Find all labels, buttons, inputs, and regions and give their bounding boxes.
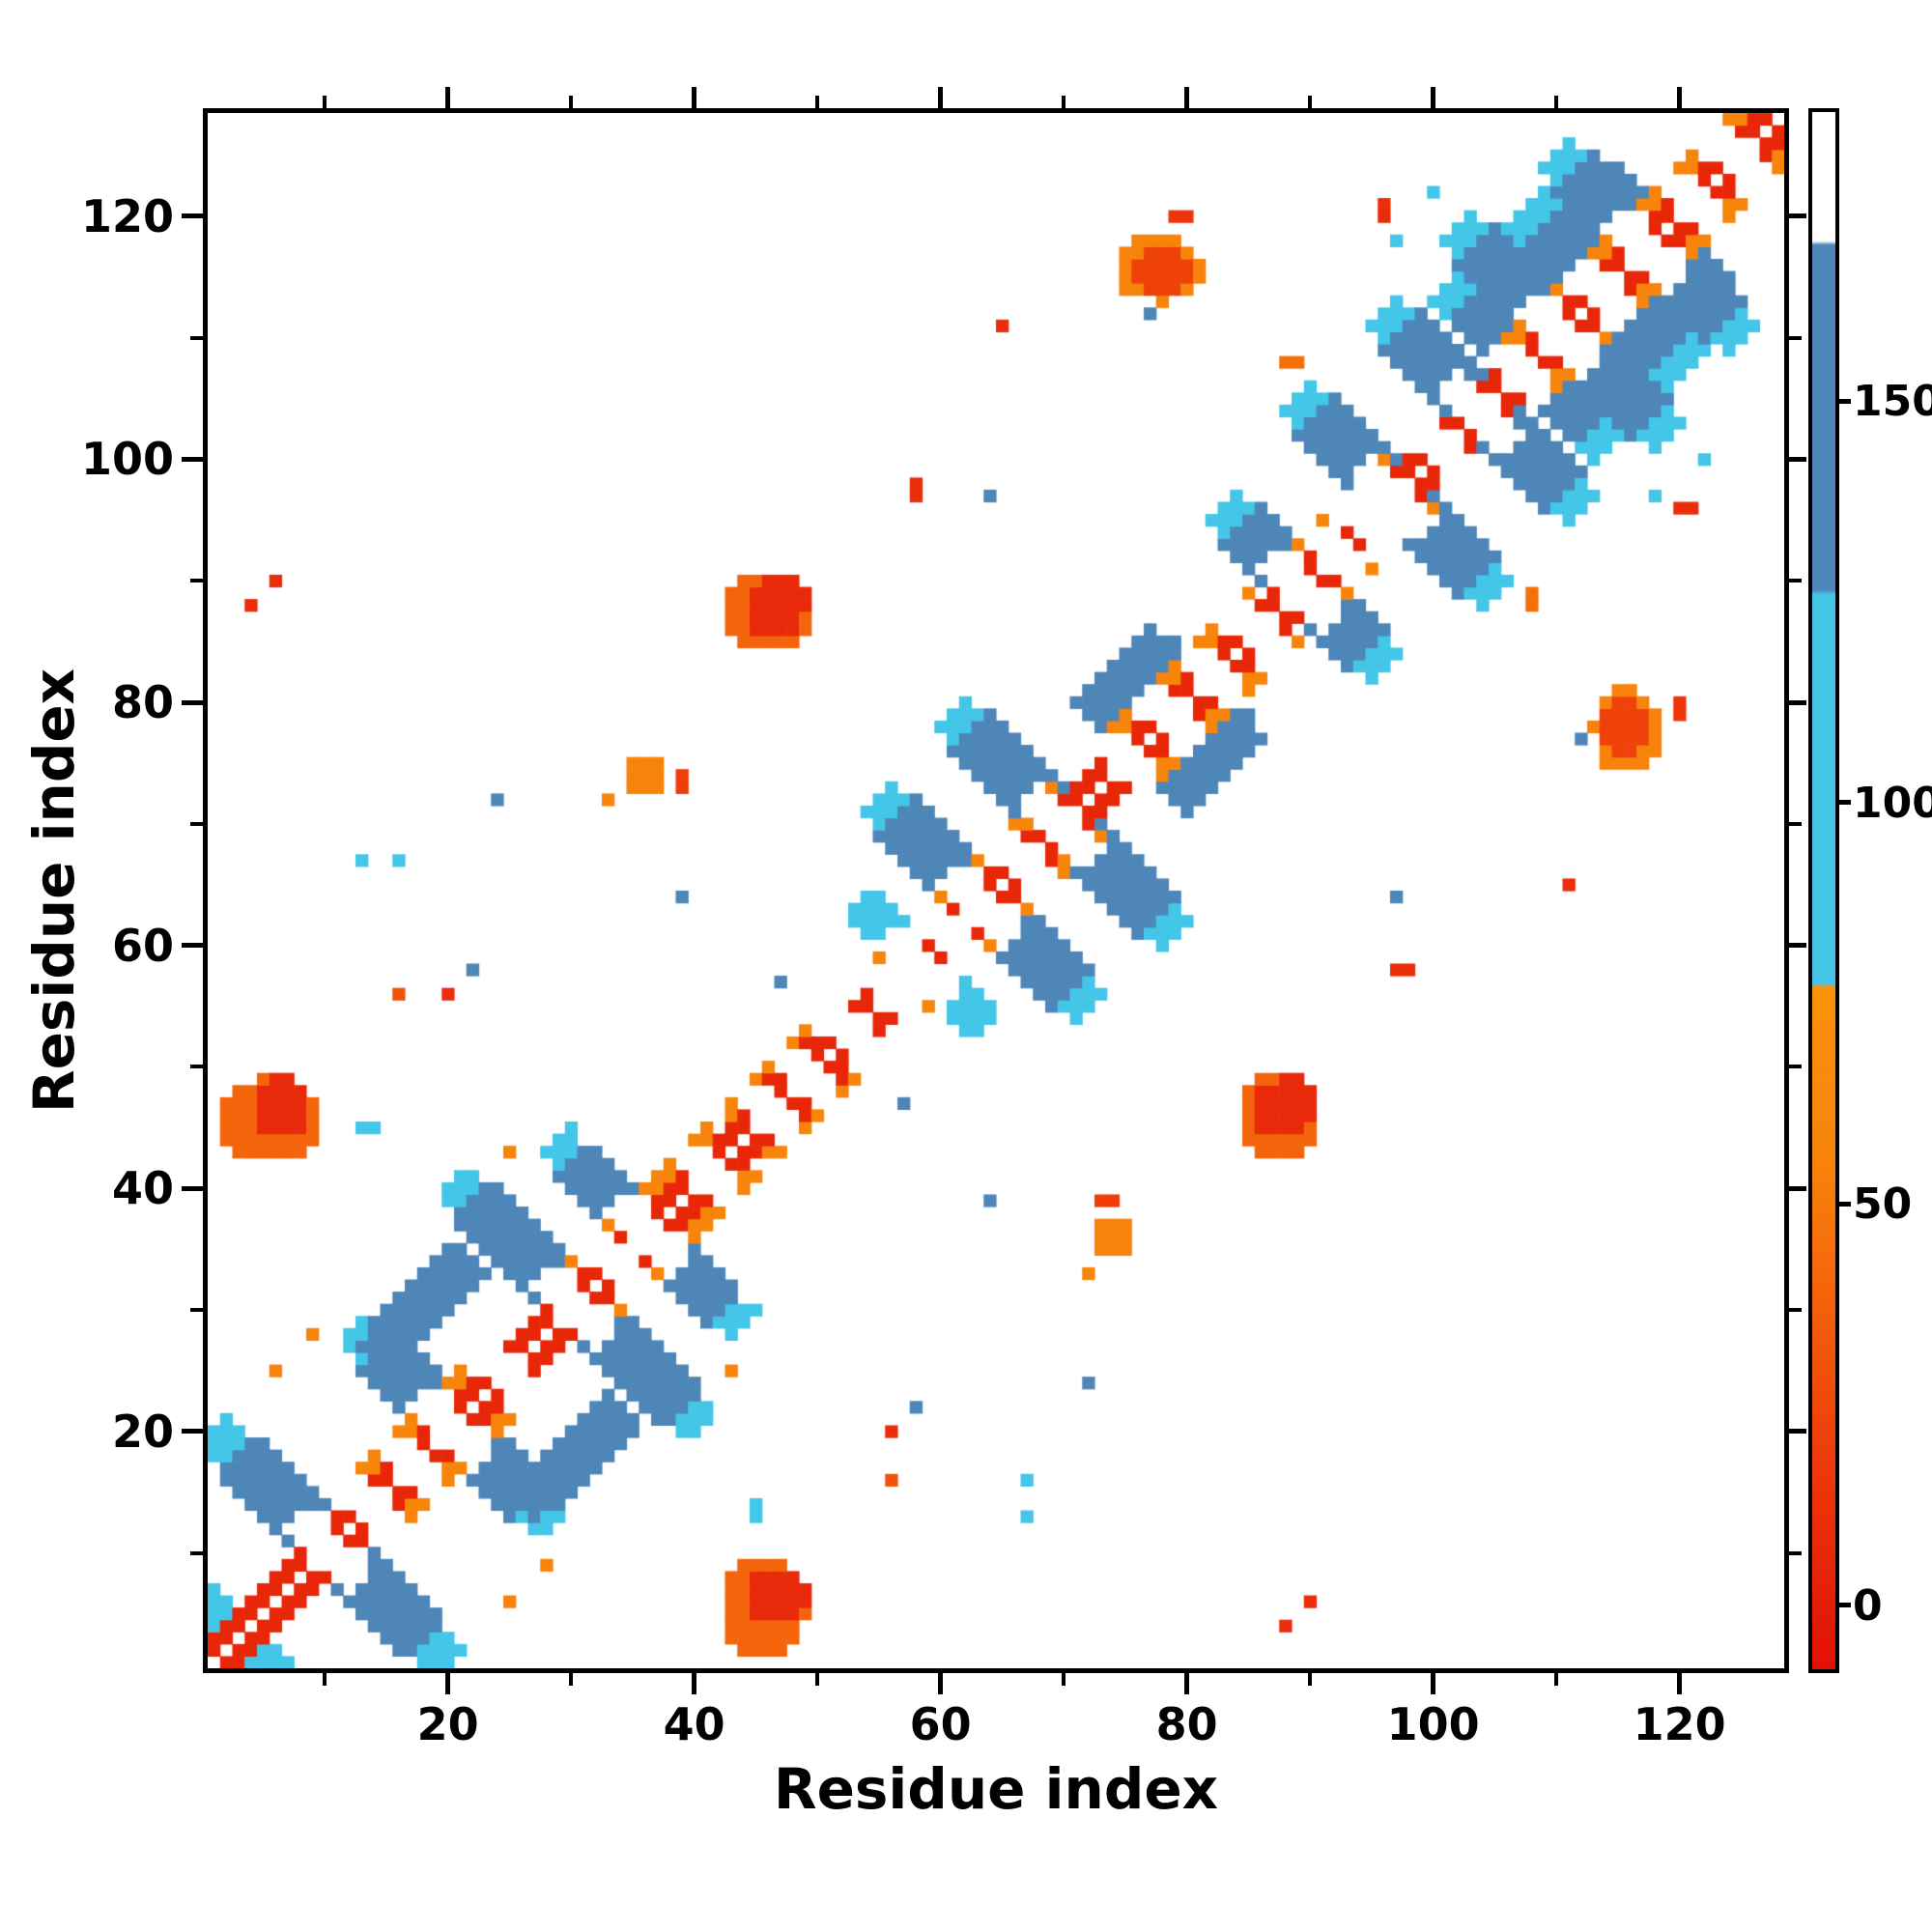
x-minor-tick-top [1308,96,1313,108]
colorbar-tick-label: 0 [1853,1580,1883,1631]
x-tick-mark-top [445,87,451,108]
y-minor-tick-right [1789,579,1802,583]
x-tick-mark [1677,1673,1683,1694]
x-tick-mark [1431,1673,1436,1694]
y-tick-label: 40 [111,1162,174,1215]
y-tick-mark-right [1789,1185,1806,1191]
y-tick-label: 100 [80,433,174,486]
y-tick-mark-right [1789,213,1806,219]
x-tick-mark-top [1431,87,1436,108]
y-minor-tick [190,1550,203,1555]
y-minor-tick [190,579,203,583]
x-minor-tick [1554,1673,1559,1686]
x-minor-tick [569,1673,574,1686]
y-axis-label: Residue index [21,668,87,1114]
x-tick-label: 60 [909,1698,972,1750]
y-tick-mark-right [1789,943,1806,949]
colorbar-canvas [1812,112,1835,1669]
x-tick-label: 80 [1155,1698,1218,1750]
plot-area [203,108,1789,1673]
x-tick-mark-top [1184,87,1190,108]
colorbar-tick-mark [1839,1603,1851,1608]
y-tick-label: 20 [111,1405,174,1458]
y-tick-mark [182,1429,203,1435]
x-axis-label: Residue index [773,1756,1219,1822]
x-tick-mark [445,1673,451,1694]
colorbar-tick-mark [1839,398,1851,404]
x-tick-mark [1184,1673,1190,1694]
colorbar-tick-mark [1839,1201,1851,1207]
x-tick-mark-top [692,87,697,108]
heatmap-canvas [208,113,1784,1668]
y-tick-mark-right [1789,699,1806,705]
x-tick-mark [938,1673,944,1694]
y-minor-tick-right [1789,1307,1802,1312]
x-minor-tick-top [323,96,327,108]
y-tick-mark [182,456,203,462]
x-minor-tick [815,1673,820,1686]
y-tick-mark-right [1789,456,1806,462]
y-tick-mark [182,699,203,705]
y-minor-tick-right [1789,1065,1802,1069]
colorbar-tick-mark [1839,800,1851,806]
x-minor-tick [323,1673,327,1686]
x-minor-tick-top [1062,96,1066,108]
x-tick-mark-top [1677,87,1683,108]
x-tick-label: 40 [663,1698,725,1750]
x-tick-mark-top [938,87,944,108]
y-minor-tick [190,821,203,826]
colorbar-tick-label: 150 [1853,377,1932,427]
y-tick-mark [182,943,203,949]
x-minor-tick-top [815,96,820,108]
colorbar-tick-label: 100 [1853,778,1932,828]
x-tick-label: 100 [1386,1698,1480,1750]
colorbar [1808,108,1839,1673]
y-minor-tick [190,1307,203,1312]
y-minor-tick-right [1789,1550,1802,1555]
x-minor-tick-top [1554,96,1559,108]
y-tick-mark [182,213,203,219]
y-tick-mark-right [1789,1429,1806,1435]
colorbar-tick-label: 50 [1853,1179,1913,1230]
y-tick-label: 80 [111,676,174,729]
x-minor-tick [1062,1673,1066,1686]
x-minor-tick-top [569,96,574,108]
x-minor-tick [1308,1673,1313,1686]
x-tick-label: 120 [1633,1698,1726,1750]
y-minor-tick-right [1789,821,1802,826]
y-tick-label: 60 [111,919,174,972]
y-minor-tick [190,1065,203,1069]
x-tick-label: 20 [416,1698,479,1750]
y-minor-tick [190,335,203,340]
y-tick-label: 120 [80,189,174,242]
y-tick-mark [182,1185,203,1191]
y-minor-tick-right [1789,335,1802,340]
x-tick-mark [692,1673,697,1694]
